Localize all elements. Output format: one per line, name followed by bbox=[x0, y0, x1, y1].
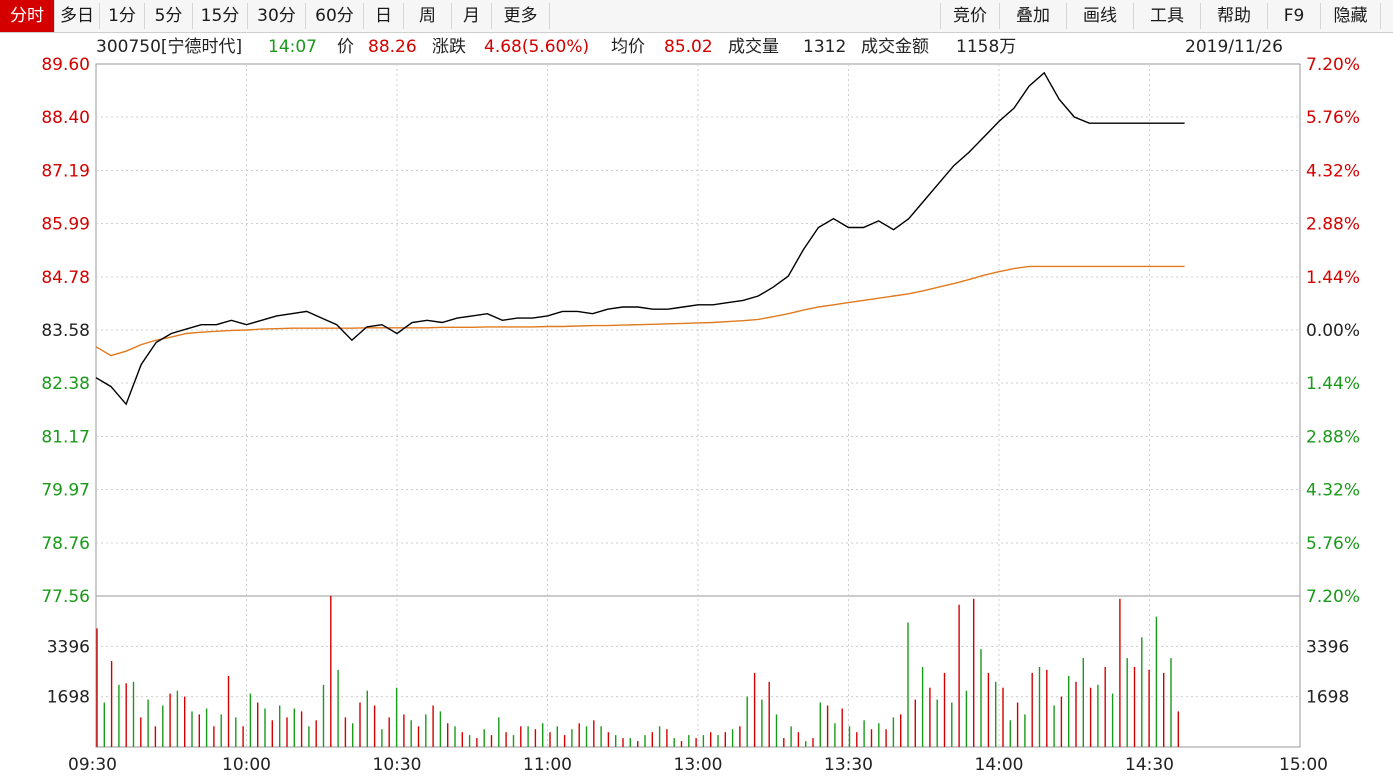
volume-label: 成交量 bbox=[728, 37, 779, 57]
price-axis-label: 89.60 bbox=[41, 55, 90, 75]
volume-axis-label: 1698 bbox=[47, 688, 90, 708]
avg-label: 均价 bbox=[611, 37, 645, 57]
tool-button-4[interactable]: 帮助 bbox=[1201, 3, 1268, 29]
price-axis-label: 88.40 bbox=[41, 108, 90, 128]
price-label: 价 bbox=[337, 37, 354, 57]
time-axis-label: 13:30 bbox=[824, 755, 873, 775]
tool-button-5[interactable]: F9 bbox=[1268, 3, 1321, 29]
price-axis-label: 87.19 bbox=[41, 161, 90, 181]
toolbar: 分时 多日 1分 5分 15分 30分 60分日周月更多 竞价 叠加 画线 工具 帮助 F9 隐藏 bbox=[0, 0, 1393, 33]
avg-price-line bbox=[95, 265, 1185, 357]
time-axis-label: 10:00 bbox=[222, 755, 271, 775]
price-axis-label: 85.99 bbox=[41, 215, 90, 235]
percent-axis-label: 4.32% bbox=[1306, 161, 1360, 181]
price-axis-label: 78.76 bbox=[41, 534, 90, 554]
time-axis-label: 14:30 bbox=[1125, 755, 1174, 775]
amount-label: 成交金额 bbox=[861, 37, 929, 57]
percent-axis-label: 7.20% bbox=[1306, 55, 1360, 75]
period-tab-10[interactable]: 更多 bbox=[492, 3, 550, 29]
period-tab-8[interactable]: 周 bbox=[404, 3, 452, 29]
change-label: 涨跌 bbox=[432, 37, 466, 57]
time-axis-label: 11:00 bbox=[523, 755, 572, 775]
period-tab-6[interactable]: 60分 bbox=[306, 3, 364, 29]
time-axis-label: 15:00 bbox=[1279, 755, 1328, 775]
price-axis-label: 83.58 bbox=[41, 321, 90, 341]
info-time: 14:07 bbox=[268, 37, 317, 57]
price-axis-label: 82.38 bbox=[41, 374, 90, 394]
percent-axis-label: 5.76% bbox=[1306, 534, 1360, 554]
time-axis-label: 14:00 bbox=[975, 755, 1024, 775]
period-tab-1[interactable]: 多日 bbox=[55, 3, 100, 29]
tool-button-1[interactable]: 叠加 bbox=[1000, 3, 1067, 29]
period-tab-5[interactable]: 30分 bbox=[248, 3, 306, 29]
time-axis-label: 10:30 bbox=[373, 755, 422, 775]
period-tab-3[interactable]: 5分 bbox=[145, 3, 193, 29]
tool-button-0[interactable]: 竞价 bbox=[940, 3, 1000, 29]
percent-axis-label: 2.88% bbox=[1306, 215, 1360, 235]
time-axis-label: 13:00 bbox=[674, 755, 723, 775]
percent-axis-label: 7.20% bbox=[1306, 587, 1360, 607]
avg-value: 85.02 bbox=[664, 37, 713, 57]
percent-axis-label: 5.76% bbox=[1306, 108, 1360, 128]
percent-axis-label: 4.32% bbox=[1306, 481, 1360, 501]
percent-axis-label: 2.88% bbox=[1306, 427, 1360, 447]
price-value: 88.26 bbox=[368, 37, 417, 57]
amount-value: 1158万 bbox=[956, 37, 1017, 57]
volume-axis-label: 3396 bbox=[47, 637, 90, 657]
percent-axis-label: 1.44% bbox=[1306, 374, 1360, 394]
price-line bbox=[95, 71, 1185, 406]
info-bar: 300750[宁德时代] 14:07 价 88.26 涨跌 4.68(5.60%… bbox=[0, 34, 1393, 60]
price-axis-label: 84.78 bbox=[41, 268, 90, 288]
percent-axis-label: 0.00% bbox=[1306, 321, 1360, 341]
price-axis-label: 77.56 bbox=[41, 587, 90, 607]
volume-axis-label-right: 3396 bbox=[1306, 637, 1349, 657]
chart-date: 2019/11/26 bbox=[1185, 37, 1283, 57]
price-axis-label: 81.17 bbox=[41, 427, 90, 447]
percent-axis-label: 1.44% bbox=[1306, 268, 1360, 288]
tool-button-3[interactable]: 工具 bbox=[1134, 3, 1201, 29]
period-tab-7[interactable]: 日 bbox=[364, 3, 404, 29]
period-tab-0[interactable]: 分时 bbox=[0, 0, 55, 32]
price-axis-label: 79.97 bbox=[41, 481, 90, 501]
tool-button-2[interactable]: 画线 bbox=[1067, 3, 1134, 29]
time-axis-label: 09:30 bbox=[68, 755, 117, 775]
period-tab-4[interactable]: 15分 bbox=[193, 3, 248, 29]
volume-axis-label-right: 1698 bbox=[1306, 688, 1349, 708]
period-tab-2[interactable]: 1分 bbox=[100, 3, 145, 29]
stock-code-name: 300750[宁德时代] bbox=[96, 37, 243, 57]
volume-value: 1312 bbox=[803, 37, 847, 57]
tool-button-6[interactable]: 隐藏 bbox=[1321, 3, 1381, 29]
period-tab-9[interactable]: 月 bbox=[452, 3, 492, 29]
change-value: 4.68(5.60%) bbox=[484, 37, 590, 57]
